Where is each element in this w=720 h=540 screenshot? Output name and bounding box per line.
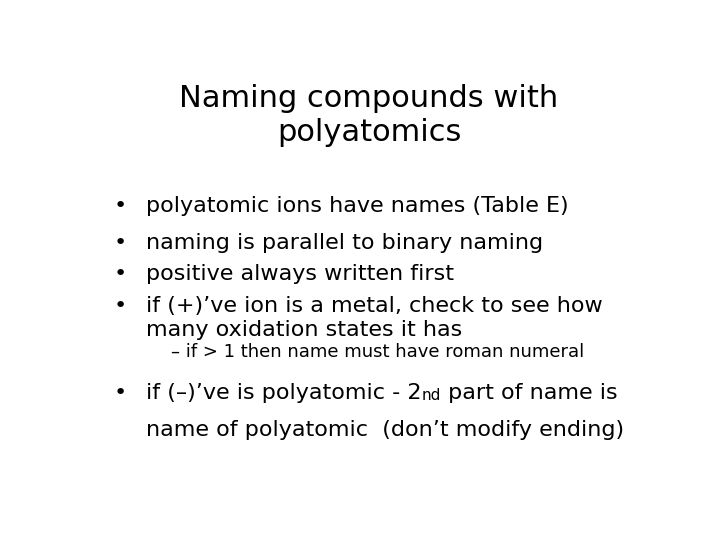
- Text: nd: nd: [421, 388, 441, 403]
- Text: – if > 1 then name must have roman numeral: – if > 1 then name must have roman numer…: [171, 343, 584, 361]
- Text: •: •: [114, 383, 127, 403]
- Text: if (–)’ve is polyatomic - 2: if (–)’ve is polyatomic - 2: [145, 383, 421, 403]
- Text: polyatomic ions have names (Table E): polyatomic ions have names (Table E): [145, 196, 568, 216]
- Text: naming is parallel to binary naming: naming is parallel to binary naming: [145, 233, 543, 253]
- Text: part of name is: part of name is: [441, 383, 617, 403]
- Text: if (+)’ve ion is a metal, check to see how
many oxidation states it has: if (+)’ve ion is a metal, check to see h…: [145, 295, 603, 340]
- Text: •: •: [114, 265, 127, 285]
- Text: name of polyatomic  (don’t modify ending): name of polyatomic (don’t modify ending): [145, 420, 624, 440]
- Text: positive always written first: positive always written first: [145, 265, 454, 285]
- Text: •: •: [114, 295, 127, 315]
- Text: •: •: [114, 196, 127, 216]
- Text: •: •: [114, 233, 127, 253]
- Text: Naming compounds with
polyatomics: Naming compounds with polyatomics: [179, 84, 559, 147]
